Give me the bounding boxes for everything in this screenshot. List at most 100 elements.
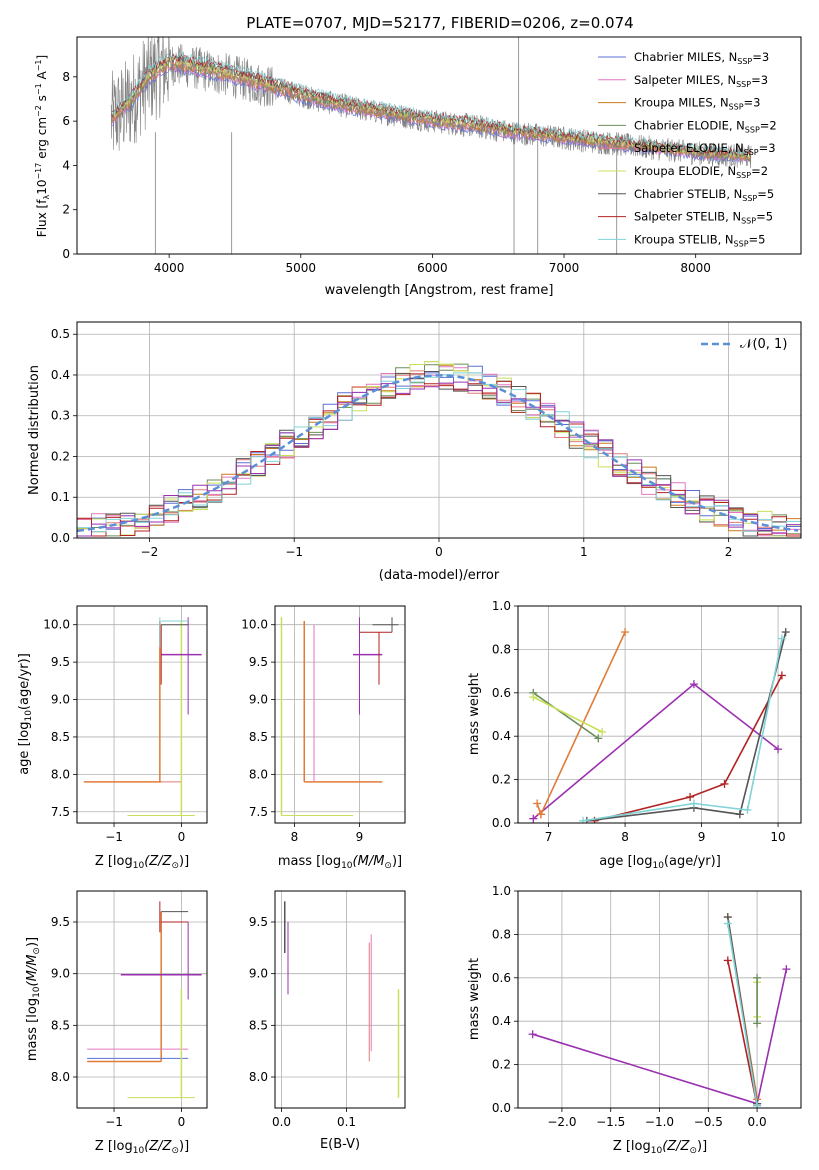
age-weight-ticks: 7 8 9 10 0.0 0.2 0.4 0.6 0.8 1.0 (492, 599, 786, 844)
model-spectrum-chabrier_stelib (110, 53, 751, 159)
histogram-xlabel: (data-model)/error (379, 568, 500, 583)
legend-sub: SSP (744, 148, 759, 157)
y-tick-label: 0.2 (51, 449, 70, 463)
legend-label: Chabrier ELODIE, NSSP=2 (634, 118, 777, 134)
z-mass-panel: −1 0 8.0 8.5 9.0 9.5 Z [log10(Z/Z⊙)] mass [lo… (25, 890, 208, 1156)
legend-sub: SSP (736, 171, 751, 180)
z-mass-frame (76, 890, 208, 1109)
y-tick-label: 0.0 (51, 531, 70, 545)
x-tick-label: 10 (770, 830, 785, 844)
p-zmass-errorbars (87, 901, 202, 1099)
z-mass-grid (77, 891, 207, 1108)
x-tick-label: −1.5 (596, 1115, 625, 1129)
y-tick-label: 0 (62, 247, 70, 261)
legend-label: Salpeter MILES, NSSP=3 (634, 73, 768, 89)
mass-age-grid (275, 606, 405, 823)
legend-name: Chabrier STELIB, N (634, 187, 742, 201)
legend-suffix: =5 (749, 232, 766, 246)
age-weight-panel: 7 8 9 10 0.0 0.2 0.4 0.6 0.8 1.0 age [log10(age/y… (467, 599, 802, 871)
weight-line-salpeter_stelib (594, 675, 783, 822)
legend-name: Kroupa MILES, N (634, 96, 729, 110)
y-tick-label: 7.5 (249, 805, 268, 819)
y-tick-label: 0.8 (492, 642, 511, 656)
legend-label: Salpeter STELIB, NSSP=5 (634, 210, 773, 226)
mass-age-panel: 8 9 7.5 8.0 8.5 9.0 9.5 10.0 mass [log10(M/M⊙)] (241, 605, 406, 871)
y-tick-label: 0.4 (492, 1014, 511, 1028)
histogram-steps (77, 361, 801, 537)
weight-line-kroupa_elodie (532, 696, 603, 733)
x-tick-label: 9 (698, 830, 706, 844)
y-tick-label: 8.5 (249, 730, 268, 744)
age-weight-frame (517, 605, 802, 824)
legend-label: Chabrier STELIB, NSSP=5 (634, 187, 774, 203)
weight-line-orange (540, 631, 626, 815)
legend-name: Chabrier ELODIE, N (634, 118, 745, 132)
y-tick-label: 6 (62, 114, 70, 128)
y-tick-label: 0.2 (492, 773, 511, 787)
z-weight-xlabel: Z [log10(Z/Z⊙)] (613, 1139, 707, 1156)
y-tick-label: 8.0 (51, 1070, 70, 1084)
y-tick-label: 0.6 (492, 971, 511, 985)
z-weight-grid (518, 890, 801, 1109)
x-tick-label: 8 (291, 830, 299, 844)
y-tick-label: 9.5 (51, 655, 70, 669)
x-tick-label: −1.0 (645, 1115, 674, 1129)
y-tick-label: 8.5 (51, 1018, 70, 1032)
age-weight-grid (518, 605, 801, 824)
y-tick-label: 10.0 (241, 618, 268, 632)
z-age-ylabel: age [log10(age/yr)] (17, 653, 34, 775)
x-tick-label: 7 (545, 830, 553, 844)
legend-suffix: =3 (744, 96, 761, 110)
z-mass-plot-area (87, 901, 202, 1099)
normal-legend-label: 𝒩(0, 1) (740, 337, 787, 352)
x-tick-label: 0.0 (748, 1115, 767, 1129)
weight-line-chabrier_elodie (532, 692, 599, 740)
legend-suffix: =5 (756, 210, 773, 224)
y-tick-label: 0.8 (492, 927, 511, 941)
ebv-mass-panel: 0.0 0.1 8.0 8.5 9.0 9.5 E(B-V) (249, 890, 406, 1152)
z-mass-ylabel: mass [log10(M/M⊙)] (25, 937, 42, 1061)
histogram-ticks: −2 −1 0 1 2 0.0 0.1 0.2 0.3 0.4 0.5 (51, 327, 733, 559)
model-spectrum-kroupa_stelib (110, 52, 751, 156)
mass-age-xlabel: mass [log10(M/M⊙)] (278, 854, 402, 871)
z-weight-ticks: −2.0 −1.5 −1.0 −0.5 0.0 0.0 0.2 0.4 0.6 0.8 1.0 (492, 884, 767, 1129)
y-tick-label: 9.0 (249, 693, 268, 707)
p-massage-errorbars (280, 617, 399, 817)
age-weight-ylabel: mass weight (467, 673, 482, 755)
legend-label: Salpeter ELODIE, NSSP=3 (634, 141, 776, 157)
y-tick-label: 9.5 (249, 655, 268, 669)
spectrum-ylabel: Flux [fλ10−17 erg cm−2 s−1 A−1] (34, 55, 51, 237)
spectrum-frame (76, 36, 802, 255)
z-age-ticks: −1 0 7.5 8.0 8.5 9.0 9.5 10.0 (43, 618, 185, 844)
y-tick-label: 0.4 (492, 729, 511, 743)
y-tick-label: 9.0 (51, 967, 70, 981)
y-tick-label: 8.0 (51, 767, 70, 781)
x-tick-label: 0.0 (272, 1115, 291, 1129)
weight-line-kroupa_stelib (582, 638, 783, 822)
legend-suffix: =2 (760, 118, 777, 132)
y-tick-label: 1.0 (492, 599, 511, 613)
x-tick-label: 2 (725, 545, 733, 559)
y-tick-label: 8.5 (249, 1018, 268, 1032)
z-age-xlabel: Z [log10(Z/Z⊙)] (95, 854, 189, 871)
x-tick-label: −2 (141, 545, 159, 559)
z-age-plot-area (83, 617, 202, 817)
x-tick-label: 7000 (549, 261, 580, 275)
x-tick-label: −1 (105, 1115, 123, 1129)
histogram-legend: 𝒩(0, 1) (701, 337, 787, 352)
z-weight-ylabel: mass weight (467, 958, 482, 1040)
legend-sub: SSP (741, 217, 756, 226)
legend-label: Chabrier MILES, NSSP=3 (634, 50, 769, 66)
x-tick-label: 1 (580, 545, 588, 559)
legend-sub: SSP (737, 57, 752, 66)
y-tick-label: 8.5 (51, 730, 70, 744)
age-weight-xlabel: age [log10(age/yr)] (599, 854, 721, 871)
p-ageweight-series (529, 628, 790, 823)
histogram-ylabel: Normed distribution (27, 365, 42, 495)
y-tick-label: 9.5 (249, 915, 268, 929)
weight-line-salpeter_stelib (727, 960, 758, 1106)
p-zweight-series (528, 913, 791, 1108)
y-tick-label: 0.4 (51, 368, 70, 382)
x-tick-label: 8000 (680, 261, 711, 275)
